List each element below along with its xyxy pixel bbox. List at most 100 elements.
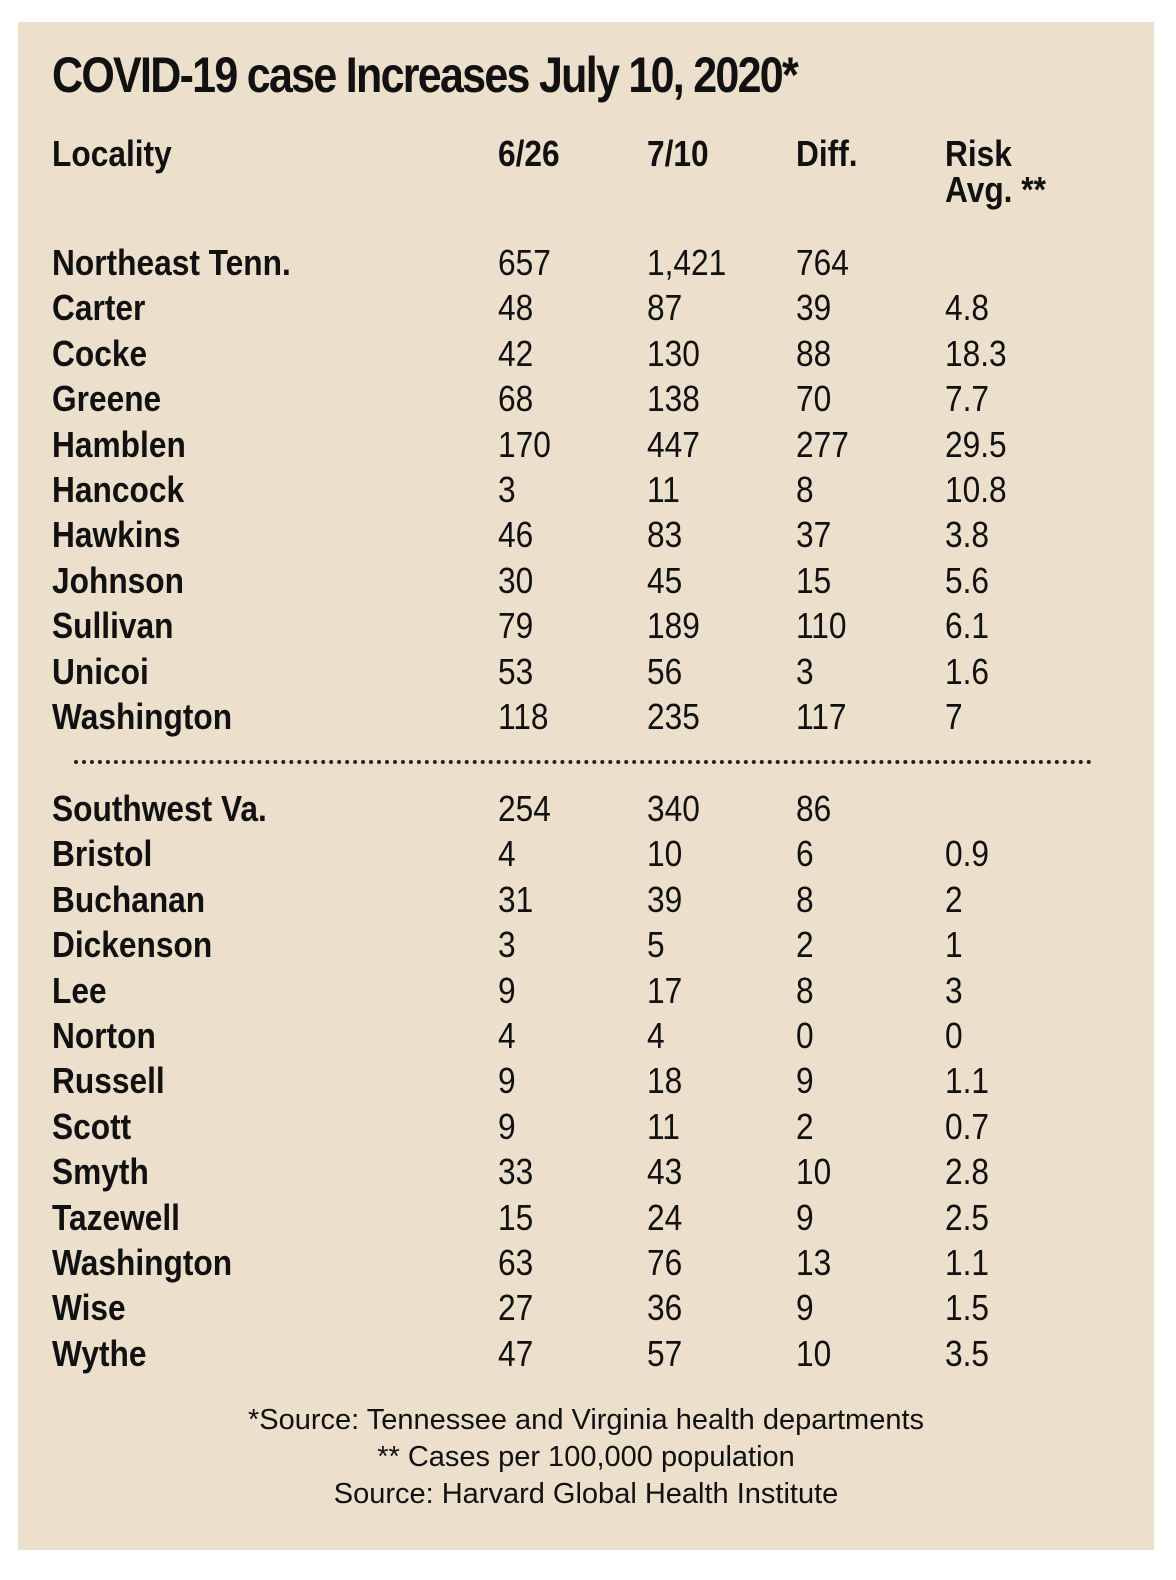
cell-risk-avg: 1: [945, 924, 963, 966]
table-row: Buchanan 31 39 8 2: [18, 877, 1154, 922]
cell-value-7-10: 130: [647, 332, 700, 374]
cell-value-6-26: 30: [498, 559, 534, 601]
table-header: Locality 6/26 7/10 Diff. Risk Avg. **: [18, 136, 1154, 216]
table-row: Southwest Va. 254 340 86: [18, 786, 1154, 831]
table-row: Dickenson 3 5 2 1: [18, 922, 1154, 967]
table-row: Hamblen 170 447 277 29.5: [18, 422, 1154, 467]
cell-diff: 37: [796, 514, 832, 556]
cell-locality: Greene: [52, 378, 162, 420]
cell-value-7-10: 447: [647, 423, 700, 465]
cell-diff: 15: [796, 559, 832, 601]
table-row: Unicoi 53 56 3 1.6: [18, 649, 1154, 694]
cell-risk-avg: 18.3: [945, 332, 1007, 374]
cell-diff: 2: [796, 924, 814, 966]
cell-risk-avg: 10.8: [945, 469, 1007, 510]
table-row: Smyth 33 43 10 2.8: [18, 1149, 1154, 1194]
cell-locality: Wise: [52, 1287, 126, 1329]
cell-risk-avg: 1.5: [945, 1287, 990, 1329]
cell-locality: Carter: [52, 287, 146, 329]
cell-value-6-26: 657: [498, 242, 551, 283]
cell-value-7-10: 24: [647, 1196, 683, 1238]
table-row: Johnson 30 45 15 5.6: [18, 558, 1154, 603]
cell-value-6-26: 9: [498, 1105, 516, 1147]
cell-locality: Norton: [52, 1015, 156, 1056]
cell-risk-avg: 7: [945, 696, 963, 737]
cell-value-7-10: 57: [647, 1332, 683, 1374]
cell-locality: Sullivan: [52, 605, 174, 647]
cell-risk-avg: 29.5: [945, 423, 1007, 465]
cell-value-7-10: 5: [647, 924, 665, 966]
cell-risk-avg: 2.8: [945, 1151, 990, 1193]
cell-locality: Hancock: [52, 469, 185, 510]
cell-risk-avg: 2: [945, 878, 963, 920]
cell-diff: 2: [796, 1105, 814, 1147]
cell-locality: Tazewell: [52, 1196, 180, 1238]
cell-value-7-10: 189: [647, 605, 700, 647]
table-row: Sullivan 79 189 110 6.1: [18, 603, 1154, 648]
cell-diff: 3: [796, 650, 814, 692]
table-row: Hawkins 46 83 37 3.8: [18, 512, 1154, 557]
cell-locality: Unicoi: [52, 650, 149, 692]
cell-value-6-26: 31: [498, 878, 534, 920]
cell-diff: 10: [796, 1332, 832, 1374]
cell-diff: 117: [796, 696, 847, 737]
cell-diff: 9: [796, 1060, 814, 1102]
header-6-26: 6/26: [498, 133, 560, 174]
cell-value-6-26: 79: [498, 605, 534, 647]
cell-diff: 0: [796, 1015, 814, 1056]
table-row: Norton 4 4 0 0: [18, 1013, 1154, 1058]
cell-locality: Wythe: [52, 1332, 147, 1374]
cell-locality: Hamblen: [52, 423, 186, 465]
cell-value-6-26: 254: [498, 788, 551, 829]
table-row: Wythe 47 57 10 3.5: [18, 1331, 1154, 1376]
cell-locality: Smyth: [52, 1151, 149, 1193]
cell-value-6-26: 46: [498, 514, 534, 556]
cell-value-6-26: 27: [498, 1287, 534, 1329]
cell-locality: Bristol: [52, 833, 153, 875]
cell-risk-avg: 1.6: [945, 650, 990, 692]
table-row: Bristol 4 10 6 0.9: [18, 831, 1154, 876]
cell-value-6-26: 4: [498, 833, 516, 875]
cell-diff: 88: [796, 332, 832, 374]
cell-diff: 277: [796, 423, 849, 465]
cell-value-6-26: 9: [498, 1060, 516, 1102]
cell-diff: 9: [796, 1287, 814, 1329]
cell-value-6-26: 47: [498, 1332, 534, 1374]
cell-risk-avg: 3: [945, 969, 963, 1011]
footnote-cases: ** Cases per 100,000 population: [377, 1441, 795, 1473]
table-row: Lee 9 17 8 3: [18, 968, 1154, 1013]
cell-value-7-10: 10: [647, 833, 683, 875]
cell-diff: 764: [796, 242, 849, 283]
cell-diff: 39: [796, 287, 832, 329]
footnotes: *Source: Tennessee and Virginia health d…: [18, 1402, 1154, 1513]
cell-locality: Cocke: [52, 332, 148, 374]
cell-value-7-10: 11: [647, 469, 680, 510]
table-row: Wise 27 36 9 1.5: [18, 1285, 1154, 1330]
cell-diff: 86: [796, 788, 832, 829]
table-row: Hancock 3 11 8 10.8: [18, 467, 1154, 512]
cell-value-6-26: 15: [498, 1196, 534, 1238]
table-row: Washington 118 235 117 7: [18, 694, 1154, 739]
cell-risk-avg: 3.5: [945, 1332, 990, 1374]
table-row: Carter 48 87 39 4.8: [18, 285, 1154, 330]
cell-locality: Southwest Va.: [52, 788, 267, 829]
cell-value-7-10: 235: [647, 696, 700, 737]
cell-value-6-26: 63: [498, 1242, 534, 1283]
cell-risk-avg: 7.7: [945, 378, 990, 420]
chart-title: COVID-19 case Increases July 10, 2020*: [52, 47, 799, 103]
header-diff: Diff.: [796, 133, 858, 174]
cell-risk-avg: 0.7: [945, 1105, 990, 1147]
cell-locality: Northeast Tenn.: [52, 242, 291, 283]
cell-value-7-10: 76: [647, 1242, 683, 1283]
cell-value-7-10: 45: [647, 559, 683, 601]
cell-value-6-26: 4: [498, 1015, 516, 1056]
cell-value-6-26: 48: [498, 287, 534, 329]
cell-locality: Russell: [52, 1060, 165, 1102]
cell-locality: Lee: [52, 969, 107, 1011]
cell-diff: 70: [796, 378, 832, 420]
cell-locality: Scott: [52, 1105, 132, 1147]
table-row: Russell 9 18 9 1.1: [18, 1058, 1154, 1103]
cell-risk-avg: 1.1: [945, 1060, 990, 1102]
cell-diff: 8: [796, 969, 814, 1011]
cell-locality: Dickenson: [52, 924, 213, 966]
